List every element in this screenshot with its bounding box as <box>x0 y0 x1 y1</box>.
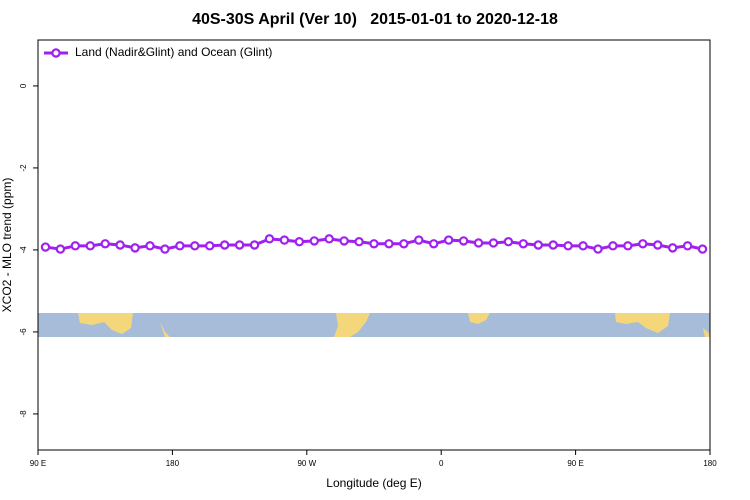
map-strip <box>38 313 710 337</box>
x-tick-label: 180 <box>703 459 717 468</box>
point <box>339 236 349 246</box>
x-tick-label: 90 E <box>567 459 583 468</box>
x-tick-label: 90 E <box>30 459 46 468</box>
point <box>563 241 573 251</box>
point <box>443 235 454 245</box>
point <box>145 241 155 251</box>
point <box>429 239 439 249</box>
y-tick-label: -8 <box>19 410 28 418</box>
point <box>473 238 484 248</box>
point <box>55 244 66 254</box>
chart-title: 40S-30S April (Ver 10) 2015-01-01 to 202… <box>192 11 558 28</box>
x-tick-label: 180 <box>166 459 180 468</box>
point <box>697 244 708 254</box>
x-tick-label: 0 <box>439 459 444 468</box>
point <box>458 236 469 246</box>
point <box>384 239 394 249</box>
y-tick-label: 0 <box>19 83 28 88</box>
point <box>279 235 290 245</box>
point <box>518 239 529 249</box>
point <box>160 244 170 254</box>
point <box>414 235 424 245</box>
point <box>608 241 618 251</box>
point <box>623 241 633 251</box>
point <box>249 240 260 250</box>
point <box>309 236 319 246</box>
point <box>593 244 603 254</box>
point <box>175 241 185 251</box>
y-tick-label: -6 <box>19 328 28 336</box>
point <box>115 240 125 250</box>
point <box>70 241 81 251</box>
legend-marker <box>51 48 61 58</box>
point <box>190 241 200 251</box>
point <box>548 240 558 250</box>
y-tick-label: -4 <box>19 246 28 254</box>
point <box>234 240 245 250</box>
point <box>399 239 409 249</box>
point <box>533 240 543 250</box>
point <box>205 241 215 251</box>
point <box>369 239 379 249</box>
y-tick-label: -2 <box>19 164 28 172</box>
point <box>40 242 51 252</box>
point <box>85 241 95 251</box>
plot-frame <box>37 39 711 451</box>
point <box>488 238 499 248</box>
point <box>682 241 693 251</box>
point <box>354 237 364 247</box>
legend-label: Land (Nadir&Glint) and Ocean (Glint) <box>75 45 272 59</box>
point <box>100 239 110 249</box>
point <box>503 237 514 247</box>
x-axis-label: Longitude (deg E) <box>326 476 421 490</box>
point <box>667 243 678 253</box>
point <box>294 237 305 247</box>
point <box>219 240 230 250</box>
point <box>638 239 648 249</box>
y-axis-label: XCO2 - MLO trend (ppm) <box>0 178 14 313</box>
point <box>653 240 663 250</box>
point <box>130 243 140 253</box>
point <box>324 234 334 244</box>
point <box>264 234 275 244</box>
x-tick-label: 90 W <box>297 459 316 468</box>
point <box>578 241 588 251</box>
